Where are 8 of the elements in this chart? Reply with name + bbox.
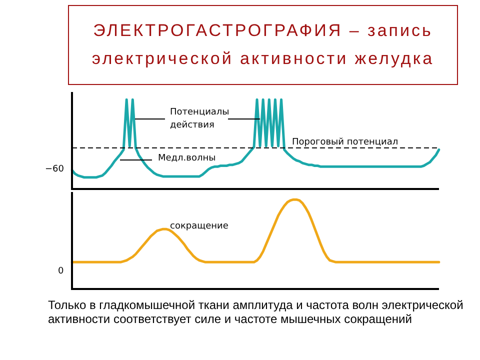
ref-line-label: Пороговый потенциал [292, 138, 398, 148]
annotation: Потенциалы действия [170, 107, 230, 130]
annotation: Медл.волны [158, 153, 216, 164]
chart-title: ЭЛЕКТРОГАСТРОГРАФИЯ – запись электрической активности желудка [68, 5, 458, 85]
annotation: сокращение [170, 221, 229, 232]
text: −60 [45, 164, 64, 174]
text: 0 [58, 266, 64, 276]
text: Только в гладкомышечной ткани амплитуда и частота волн электрической активности соответствует силе и частоте мышечных сокращений [48, 298, 464, 326]
